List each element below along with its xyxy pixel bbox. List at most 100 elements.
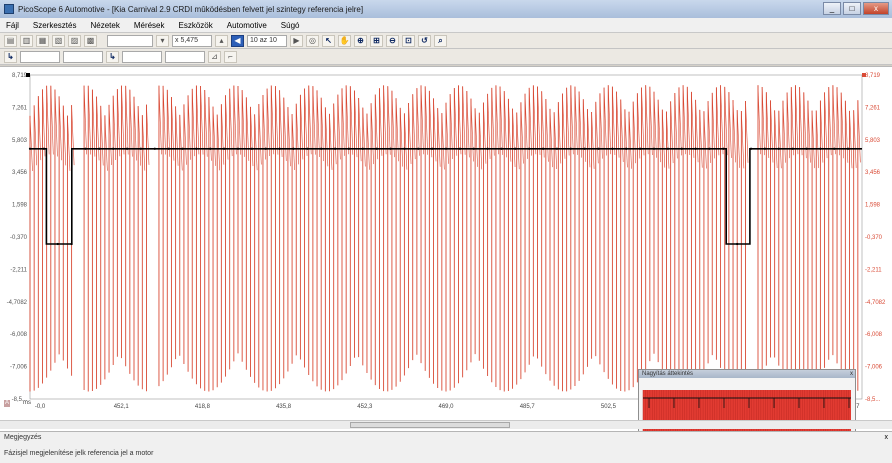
channel-a-coupling-select[interactable]	[63, 50, 103, 63]
zoom-overview-close-icon[interactable]: x	[850, 371, 853, 377]
channel-a-slope	[233, 85, 237, 155]
channel-b-sample	[833, 147, 836, 150]
menu-views[interactable]: Nézetek	[90, 20, 120, 30]
channel-a-slope	[678, 87, 682, 156]
save-icon[interactable]: ▥	[20, 34, 33, 47]
y-axis-left: 8,719 7,261 5,803 3,456 1,598 -0,370 -2,211 -4,…	[7, 73, 28, 403]
trigger-edge-icon[interactable]: ⌐	[224, 50, 237, 63]
horizontal-scrollbar[interactable]	[0, 420, 892, 429]
timebase-field[interactable]: x 5,475	[172, 34, 212, 47]
channel-a-setup-icon[interactable]: ↳	[4, 50, 17, 63]
channel-b-sample	[541, 147, 545, 150]
channel-a-slope	[96, 96, 100, 161]
channel-a-slope	[454, 88, 458, 156]
channel-a-slope	[616, 91, 620, 158]
previous-buffer-icon[interactable]: ◀	[231, 34, 244, 47]
maximize-button[interactable]: □	[843, 2, 861, 15]
undo-zoom-icon[interactable]: ↺	[418, 34, 431, 47]
buffer-field[interactable]: 10 az 10	[247, 34, 287, 47]
close-button[interactable]: x	[863, 2, 889, 15]
time-unit-tag: ms	[23, 400, 31, 406]
channel-a-slope	[258, 103, 262, 165]
channel-a-slope	[512, 108, 516, 168]
channel-a-slope	[441, 113, 445, 170]
zoom-area-icon[interactable]: ⊞	[370, 34, 383, 47]
channel-a-slope	[275, 86, 279, 155]
channel-a-slope	[470, 98, 474, 162]
channel-a-slope	[508, 98, 512, 162]
channel-a-slope	[495, 85, 499, 155]
channel-a-slope	[204, 89, 208, 157]
channel-a-slope	[478, 112, 483, 170]
buffer-overview-icon[interactable]: ◎	[306, 34, 319, 47]
channel-a-slope	[179, 114, 183, 171]
channel-b-sample	[472, 147, 475, 150]
channel-a-slope	[312, 86, 316, 155]
y-tick-right: -6,008	[865, 332, 883, 338]
x-tick: 452,3	[357, 404, 373, 410]
channel-a-slope	[624, 109, 628, 168]
copy-icon[interactable]: ▧	[52, 34, 65, 47]
channel-a-slope	[699, 109, 703, 168]
channel-a-slope	[845, 100, 849, 163]
channel-a-slope	[728, 92, 732, 158]
channel-b-series	[28, 147, 862, 246]
channel-a-slope	[191, 88, 196, 157]
channel-a-slope	[387, 86, 391, 155]
channel-a-slope	[133, 96, 137, 161]
scrollbar-thumb[interactable]	[350, 422, 510, 428]
menu-help[interactable]: Súgó	[280, 20, 300, 30]
paste-icon[interactable]: ▨	[68, 34, 81, 47]
picoscope-icon	[4, 4, 14, 14]
channel-a-slope	[458, 85, 462, 155]
zoom-out-icon[interactable]: ⊖	[386, 34, 399, 47]
channel-b-setup-icon[interactable]: ↳	[106, 50, 119, 63]
y-tick-left: 7,261	[12, 105, 28, 111]
channel-a-slope	[724, 86, 728, 156]
notes-panel: Megjegyzés x Fázisjel megjelenítése jelk…	[0, 431, 892, 463]
open-icon[interactable]: ▤	[4, 34, 17, 47]
channel-b-sample	[763, 147, 767, 150]
channel-a-slope	[408, 103, 412, 164]
notes-close-icon[interactable]: x	[884, 434, 889, 441]
next-buffer-icon[interactable]: ▶	[290, 34, 303, 47]
menu-file[interactable]: Fájl	[6, 20, 19, 30]
scope-view[interactable]: 8,719 7,261 5,803 3,456 1,598 -0,370 -2,211 -4,…	[0, 66, 892, 453]
channel-a-slope	[541, 91, 545, 158]
channel-a-range-select[interactable]	[20, 50, 60, 63]
channel-a-slope	[857, 100, 861, 163]
channel-b-sample	[777, 147, 780, 150]
menu-edit[interactable]: Szerkesztés	[32, 20, 77, 30]
channel-a-slope	[591, 112, 595, 169]
channel-a-slope	[558, 102, 562, 164]
channel-a-slope	[695, 99, 699, 163]
channel-a-slope	[229, 88, 233, 157]
collection-time-dropdown-icon[interactable]: ▾	[156, 34, 169, 47]
select-tool-icon[interactable]: ↖	[322, 34, 335, 47]
hand-tool-icon[interactable]: ✋	[338, 34, 351, 47]
waveform-chart[interactable]: 8,719 7,261 5,803 3,456 1,598 -0,370 -2,211 -4,…	[0, 67, 892, 421]
zoom-reset-icon[interactable]: ⌕	[434, 34, 447, 47]
collection-time-select[interactable]	[107, 34, 153, 47]
menu-measurements[interactable]: Mérések	[133, 20, 165, 30]
menu-automotive[interactable]: Automotive	[226, 20, 267, 30]
channel-a-tag[interactable]: A	[4, 400, 11, 407]
scope-mode-icon[interactable]: ▩	[84, 34, 97, 47]
minimize-button[interactable]: _	[823, 2, 841, 15]
channel-a-slope	[595, 101, 599, 164]
channel-a-slope	[666, 111, 670, 169]
channel-b-coupling-select[interactable]	[165, 50, 205, 63]
menu-tools[interactable]: Eszközök	[178, 20, 213, 30]
channel-b-range-select[interactable]	[122, 50, 162, 63]
channel-a-slope	[350, 86, 354, 155]
zoom-fit-icon[interactable]: ⊡	[402, 34, 415, 47]
zoom-in-icon[interactable]: ⊕	[354, 34, 367, 47]
print-icon[interactable]: ▦	[36, 34, 49, 47]
channel-a-slope	[104, 115, 108, 171]
channel-a-slope	[208, 97, 212, 161]
channel-b-sample	[569, 147, 572, 150]
y-tick-left: 1,598	[12, 203, 28, 209]
timebase-stepper-icon[interactable]: ▴	[215, 34, 228, 47]
channel-a-slope	[391, 90, 395, 158]
trigger-icon[interactable]: ⊿	[208, 50, 221, 63]
